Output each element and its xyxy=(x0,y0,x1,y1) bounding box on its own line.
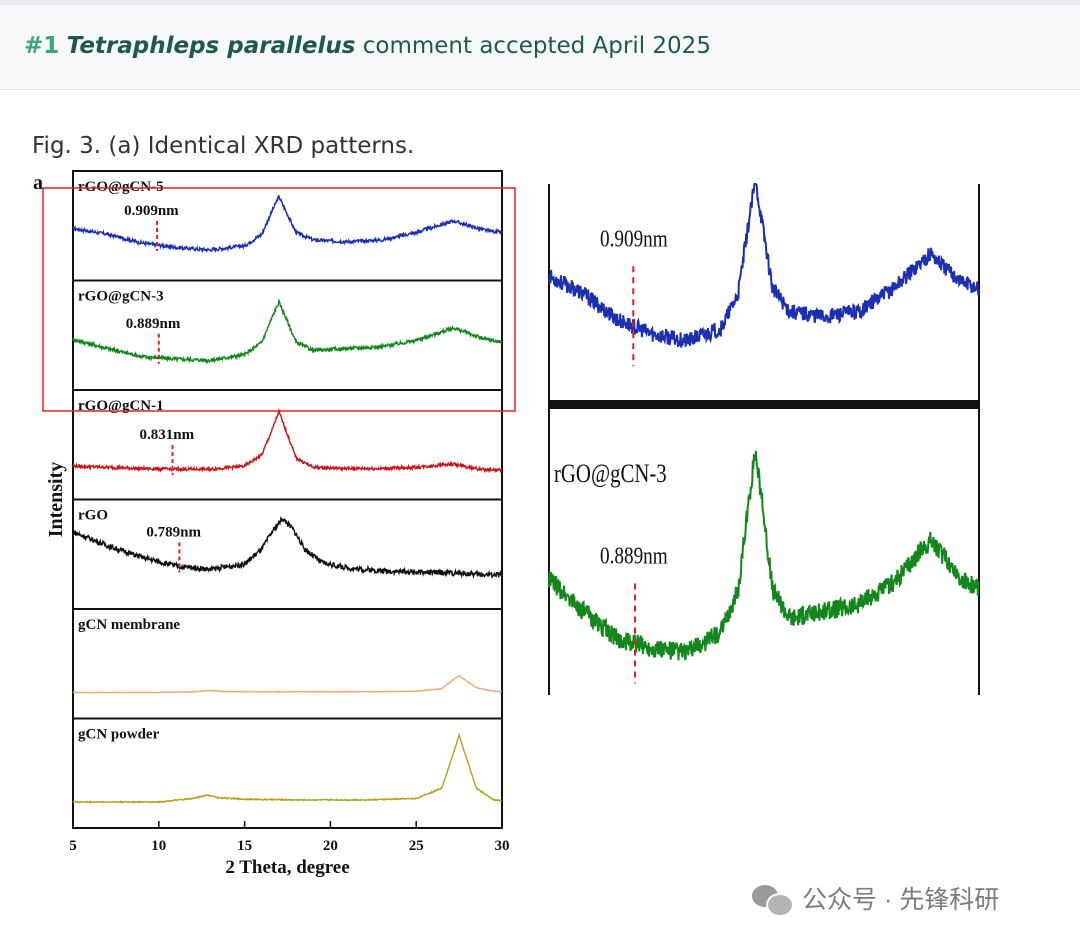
comment-status: comment accepted April 2025 xyxy=(362,33,711,59)
series-label-rgo-gcn-5: rGO@gCN-5 xyxy=(78,179,164,195)
wechat-icon xyxy=(752,881,794,917)
watermark-text: 公众号 · 先锋科研 xyxy=(802,886,1000,914)
series-label-gcn-powder: gCN powder xyxy=(78,727,160,743)
x-tick-label: 25 xyxy=(409,838,424,854)
x-tick-label: 5 xyxy=(69,838,77,854)
comment-header: #1 Tetraphleps parallelus comment accept… xyxy=(0,5,1080,90)
zoom-series-label: rGO@gCN-3 xyxy=(554,460,667,489)
series-rgo xyxy=(72,515,503,580)
x-axis-label: 2 Theta, degree xyxy=(225,857,349,878)
comment-title: #1 Tetraphleps parallelus comment accept… xyxy=(24,33,711,59)
top-border xyxy=(0,0,1080,5)
x-tick-label: 20 xyxy=(323,838,338,854)
series-gcn-powder xyxy=(72,732,502,804)
figure-caption: Fig. 3. (a) Identical XRD patterns. xyxy=(32,133,415,159)
x-tick-label: 30 xyxy=(495,838,510,854)
species-name[interactable]: Tetraphleps parallelus xyxy=(66,33,356,59)
series-label-rgo-gcn-3: rGO@gCN-3 xyxy=(78,289,164,305)
x-tick-label: 10 xyxy=(151,838,166,854)
comment-number: #1 xyxy=(24,33,60,59)
zoom-series-2 xyxy=(548,450,980,661)
zoom-d-spacing-label: 0.909nm xyxy=(600,225,668,252)
d-spacing-label: 0.831nm xyxy=(140,427,195,443)
watermark: 公众号 · 先锋科研 xyxy=(752,880,1000,917)
zoom-d-spacing-label: 0.889nm xyxy=(600,543,668,570)
series-rgo-gcn-5 xyxy=(72,194,503,254)
series-rgo-gcn-1 xyxy=(72,407,502,474)
panel-letter: a xyxy=(33,172,43,194)
zoom-xrd-chart: 0.909nm 0.889nm rGO@gCN-3 xyxy=(548,183,980,695)
d-spacing-label: 0.789nm xyxy=(146,524,201,540)
d-spacing-label: 0.889nm xyxy=(126,316,181,332)
y-axis-label: Intensity xyxy=(45,462,67,538)
d-spacing-label: 0.909nm xyxy=(124,203,179,219)
highlight-box xyxy=(42,187,516,412)
series-rgo-gcn-3 xyxy=(72,298,503,365)
series-gcn-membrane xyxy=(72,674,502,694)
zoom-divider xyxy=(549,400,979,409)
series-label-rgo: rGO xyxy=(78,508,108,524)
zoom-series-1 xyxy=(548,183,980,348)
x-tick-label: 15 xyxy=(237,838,252,854)
series-label-gcn-membrane: gCN membrane xyxy=(78,617,180,633)
series-label-rgo-gcn-1: rGO@gCN-1 xyxy=(78,398,164,414)
main-xrd-chart: rGO@gCN-5 0.909nm rGO@gCN-3 0.889nm rGO@gCN-… xyxy=(33,170,516,878)
